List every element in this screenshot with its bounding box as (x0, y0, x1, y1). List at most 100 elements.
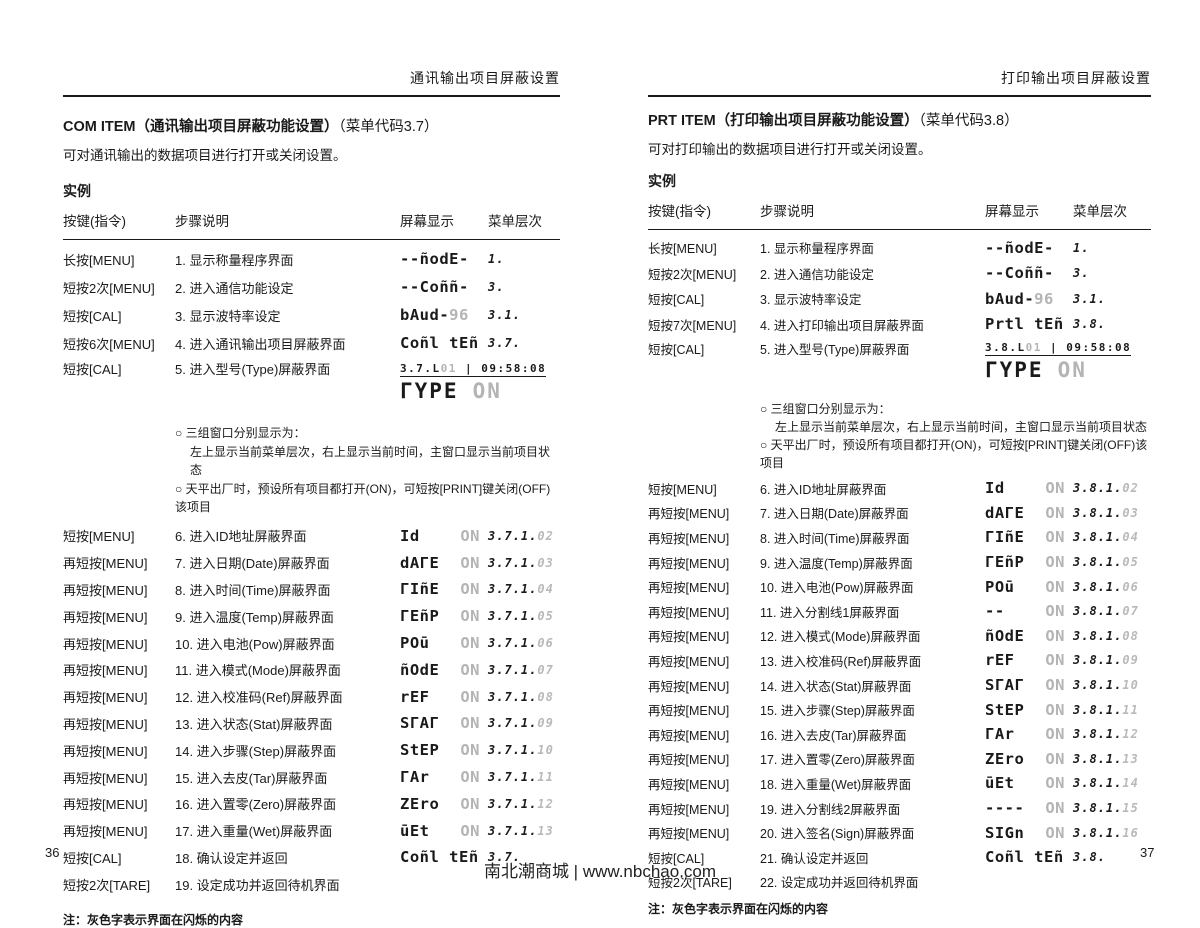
lcd-item-name: ñOdE (985, 626, 1025, 645)
step-cell: 7. 进入日期(Date)屏蔽界面 (175, 556, 330, 572)
step-cell: 17. 进入置零(Zero)屏蔽界面 (760, 753, 915, 768)
table-row: 再短按[MENU] 13. 进入状态(Stat)屏蔽界面 SΓAΓ ON 3.7.1.0… (63, 710, 560, 737)
menu-code-flashing: 05 (537, 609, 554, 624)
menu-code-flashing: 14 (1122, 776, 1139, 791)
lcd-item-name: rEF (400, 687, 430, 706)
display-note-line: ○ 三组窗口分别显示为： (760, 402, 891, 416)
section-title-bold: PRT ITEM（打印输出项目屏蔽功能设置） (648, 113, 919, 129)
menu-code-flashing: 09 (1122, 653, 1139, 668)
lcd-display: ZEro ON (400, 795, 488, 813)
col-header-step: 步骤说明 (175, 214, 229, 229)
col-header-step: 步骤说明 (760, 204, 814, 219)
lcd-on-state: ON (1045, 749, 1065, 768)
lcd-display: 3.7.L01 | 09:58:08 ΓYPE ON (400, 359, 560, 403)
key-cell: 短按2次[TARE] (63, 877, 151, 893)
menu-code-flashing: 11 (1122, 702, 1139, 717)
key-cell: 短按2次[MENU] (648, 267, 737, 282)
step-cell: 9. 进入温度(Temp)屏蔽界面 (175, 609, 334, 625)
step-cell: 11. 进入模式(Mode)屏蔽界面 (175, 663, 341, 679)
key-cell: 再短按[MENU] (648, 531, 730, 546)
lcd-display: bAud- 96 (400, 306, 488, 324)
table-row: 短按[CAL] 5. 进入型号(Type)屏蔽界面 3.7.L01 | 09:58:… (63, 357, 560, 419)
lcd-display: dAΓE ON (400, 554, 488, 572)
menu-code-fixed: 3.8. (1073, 317, 1106, 332)
table-row: 短按7次[MENU] 4. 进入打印输出项目屏蔽界面 Prtl tEñ 3.8. (648, 312, 1151, 338)
lcd-on-state: ON (460, 794, 480, 813)
menu-level-code: 3.7.1.02 (488, 529, 560, 543)
page-number-left: 36 (45, 845, 60, 860)
table-row: 再短按[MENU] 17. 进入置零(Zero)屏蔽界面 ZEro ON 3.8.1.1… (648, 747, 1151, 772)
menu-code-fixed: 3. (1073, 266, 1090, 281)
menu-code-flashing: 06 (537, 636, 554, 651)
menu-code-fixed: 3.8.1. (1073, 678, 1123, 693)
lcd-display: rEF ON (985, 651, 1073, 669)
menu-code-flashing: 12 (1122, 727, 1139, 742)
menu-code-flashing: 05 (1122, 555, 1139, 570)
table-row: 再短按[MENU] 11. 进入分割线1屏蔽界面 -- ON 3.8.1.07 (648, 599, 1151, 624)
table-row: 再短按[MENU] 9. 进入温度(Temp)屏蔽界面 ΓEñP ON 3.8.1.05 (648, 550, 1151, 575)
key-cell: 再短按[MENU] (648, 507, 730, 522)
menu-level-code: 3.8.1.16 (1073, 826, 1151, 840)
menu-code-flashing: 07 (1122, 604, 1139, 619)
step-cell: 16. 进入置零(Zero)屏蔽界面 (175, 797, 337, 813)
lcd-flashing-text: 96 (449, 306, 469, 324)
table-row: 短按[CAL] 5. 进入型号(Type)屏蔽界面 3.8.L01 | 09:58:… (648, 337, 1151, 395)
lcd-item-name: ---- (985, 799, 1025, 818)
key-cell: 长按[MENU] (648, 242, 717, 257)
lcd-item-name: ΓYPE (400, 379, 459, 403)
lcd-on-state: ON (1045, 479, 1065, 498)
lcd-flashing-text: 01 (1025, 341, 1042, 354)
menu-level-code: 3.8.1.13 (1073, 752, 1151, 766)
lcd-item-name: ΓEñP (985, 553, 1025, 572)
menu-level-code: 3.7.1.08 (488, 690, 560, 704)
lcd-flashing-text: 01 (440, 362, 457, 375)
table-row: 长按[MENU] 1. 显示称量程序界面 --ñodE- 1. (63, 245, 560, 273)
key-cell: 短按6次[MENU] (63, 336, 155, 352)
table-row: 再短按[MENU] 15. 进入去皮(Tar)屏蔽界面 ΓAr ON 3.7.1.11 (63, 764, 560, 791)
lcd-status-line: 3.7.L01 | 09:58:08 (400, 362, 547, 377)
step-cell: 5. 进入型号(Type)屏蔽界面 (175, 362, 331, 377)
col-header-display: 屏幕显示 (985, 204, 1039, 219)
lcd-display: POū ON (985, 578, 1073, 596)
menu-code-fixed: 3.7. (488, 336, 521, 350)
lcd-display: ΓEñP ON (400, 607, 488, 625)
key-cell: 再短按[MENU] (648, 777, 730, 792)
lcd-on-state: ON (1045, 626, 1065, 645)
step-cell: 6. 进入ID地址屏蔽界面 (175, 529, 307, 545)
menu-level-code: 3.8.1.15 (1073, 801, 1151, 815)
page-left: 通讯输出项目屏蔽设置 COM ITEM（通讯输出项目屏蔽功能设置）（菜单代码3.… (63, 68, 560, 928)
section-title-code: （菜单代码3.7） (338, 119, 439, 135)
step-cell: 18. 进入重量(Wet)屏蔽界面 (760, 777, 912, 792)
menu-code-fixed: 3.7.1. (488, 796, 538, 811)
table-row: 短按[CAL] 21. 确认设定并返回 Coñl tEñ 3.8. (648, 845, 1151, 870)
lcd-menu-level-text: 3.7.L (400, 362, 441, 375)
menu-code-flashing: 03 (1122, 505, 1139, 520)
menu-code-fixed: 3.7.1. (488, 716, 538, 731)
menu-code-fixed: 3.8.1. (1073, 628, 1123, 643)
menu-code-flashing: 11 (537, 770, 554, 785)
lcd-item-name: POū (400, 634, 430, 653)
table-row: 再短按[MENU] 20. 进入签名(Sign)屏蔽界面 SIGn ON 3.8.1.1… (648, 820, 1151, 845)
table-row: 再短按[MENU] 19. 进入分割线2屏蔽界面 ---- ON 3.8.1.15 (648, 796, 1151, 821)
key-cell: 再短按[MENU] (648, 802, 730, 817)
lcd-item-name: --ñodE- (985, 238, 1054, 257)
menu-code-fixed: 3.8.1. (1073, 751, 1123, 766)
table-row: 再短按[MENU] 7. 进入日期(Date)屏蔽界面 dAΓE ON 3.7.1.03 (63, 549, 560, 576)
lcd-display: Coñl tEñ (400, 848, 488, 866)
step-cell: 14. 进入状态(Stat)屏蔽界面 (760, 679, 912, 694)
lcd-display: SΓAΓ ON (400, 714, 488, 732)
display-note-line: 左上显示当前菜单层次，右上显示当前时间，主窗口显示当前项目状态 (190, 444, 551, 478)
step-cell: 8. 进入时间(Time)屏蔽界面 (760, 531, 910, 546)
table-row: 再短按[MENU] 12. 进入校准码(Ref)屏蔽界面 rEF ON 3.7.1.08 (63, 683, 560, 710)
lcd-on-state: ON (460, 634, 480, 653)
key-cell: 再短按[MENU] (63, 609, 148, 625)
step-cell: 2. 进入通信功能设定 (760, 267, 874, 282)
display-note-line: ○ 天平出厂时，预设所有项目都打开(ON)，可短按[PRINT]键关闭(OFF)… (760, 438, 1148, 470)
step-cell: 8. 进入时间(Time)屏蔽界面 (175, 582, 331, 598)
menu-level-code: 3.7.1.12 (488, 797, 560, 811)
lcd-on-state: ON (1045, 774, 1065, 793)
key-cell: 再短按[MENU] (63, 582, 148, 598)
lcd-item-name: Coñl tEñ (400, 848, 479, 867)
col-header-key: 按键(指令) (648, 204, 711, 219)
menu-code-fixed: 3.7.1. (488, 770, 538, 785)
